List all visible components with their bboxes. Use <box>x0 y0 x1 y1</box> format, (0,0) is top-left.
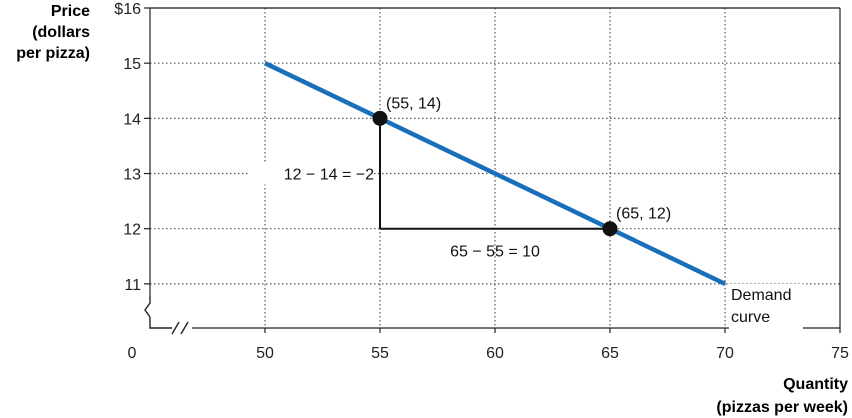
x-axis-title-0: Quantity <box>783 376 848 393</box>
y-tick-label-16: $16 <box>114 1 141 18</box>
y-tick-label-12: 12 <box>123 222 141 239</box>
run-annotation: 65 − 55 = 10 <box>450 244 540 261</box>
points: (55, 14) (65, 12) <box>372 95 671 237</box>
axes <box>144 7 841 335</box>
y-tick-label-11: 11 <box>124 277 141 294</box>
y-axis-title-0: Price <box>51 3 90 20</box>
y-axis-title-2: per pizza) <box>16 45 90 62</box>
y-tick-label-13: 13 <box>123 167 141 184</box>
series-label-1: curve <box>731 309 770 326</box>
series-label-bg <box>729 283 803 332</box>
rise-annotation: 12 − 14 = −2 <box>284 167 374 184</box>
x-tick-label-55: 55 <box>371 345 389 362</box>
series-line-demand <box>264 61 726 286</box>
x-tick-label-60: 60 <box>486 345 504 362</box>
x-tick-label-70: 70 <box>716 345 734 362</box>
point-label-0: (55, 14) <box>386 95 441 112</box>
point-label-1: (65, 12) <box>616 206 671 223</box>
axis-corner <box>149 317 172 329</box>
x-axis-break-icon-2 <box>180 321 189 335</box>
x-tick-label-50: 50 <box>256 345 274 362</box>
x-axis-break-icon <box>171 321 180 335</box>
series-label-0: Demand <box>731 287 791 304</box>
axis-labels: Demand curve Price (dollars per pizza) Quanti… <box>16 3 848 416</box>
series <box>264 61 726 286</box>
rise-label-bg <box>248 162 374 185</box>
y-axis-break-icon <box>144 296 151 318</box>
y-tick-label-15: 15 <box>123 56 141 73</box>
x-axis-title-1: (pizzas per week) <box>716 399 848 416</box>
slope-triangle: 12 − 14 = −2 65 − 55 = 10 <box>248 118 610 261</box>
y-axis-title-1: (dollars <box>32 24 90 41</box>
tick-labels: 11 12 13 14 15 $16 50 55 60 65 70 75 0 <box>114 1 849 362</box>
data-point-0 <box>372 110 388 126</box>
data-point-1 <box>602 221 618 237</box>
x-tick-label-65: 65 <box>601 345 619 362</box>
x-tick-label-75: 75 <box>831 345 849 362</box>
y-tick-label-14: 14 <box>123 111 141 128</box>
origin-label: 0 <box>128 345 137 362</box>
